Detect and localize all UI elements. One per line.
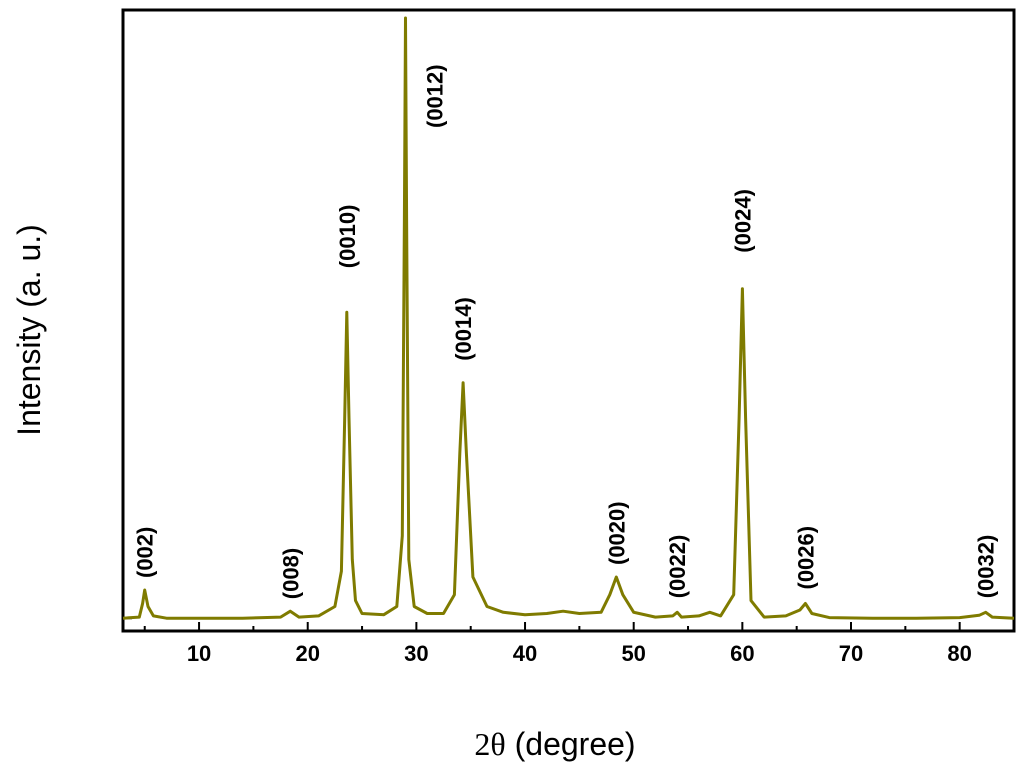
x-tick-label: 20 bbox=[295, 641, 319, 666]
peak-label: (0014) bbox=[451, 297, 476, 361]
x-tick-label: 60 bbox=[730, 641, 754, 666]
x-axis-title-unit: (degree) bbox=[506, 726, 636, 762]
peak-label: (008) bbox=[278, 548, 303, 599]
x-tick-label: 50 bbox=[621, 641, 645, 666]
peak-label: (0024) bbox=[730, 189, 755, 253]
x-tick-label: 70 bbox=[839, 641, 863, 666]
peak-label: (0022) bbox=[665, 535, 690, 599]
peak-labels: (002) (008) (0010) (0012) (0014) (0020) (0022)… bbox=[133, 64, 999, 599]
x-tick-label: 10 bbox=[187, 641, 211, 666]
x-tick-label: 30 bbox=[404, 641, 428, 666]
y-axis-title: Intensity (a. u.) bbox=[11, 224, 47, 436]
peak-label: (0032) bbox=[974, 535, 999, 599]
peak-label: (002) bbox=[133, 527, 158, 578]
peak-label: (0020) bbox=[604, 501, 629, 565]
x-axis-title: 2θ (degree) bbox=[474, 726, 635, 762]
x-tick-label: 40 bbox=[513, 641, 537, 666]
x-tick-label: 80 bbox=[947, 641, 971, 666]
peak-label: (0026) bbox=[793, 526, 818, 590]
peak-label: (0010) bbox=[335, 205, 360, 269]
series-line bbox=[122, 16, 1015, 620]
x-axis-ticks: 10 20 30 40 50 60 70 80 bbox=[143, 622, 1015, 666]
peak-label: (0012) bbox=[423, 64, 448, 128]
plot-frame bbox=[121, 8, 1016, 633]
x-axis-title-symbol: 2θ bbox=[474, 726, 505, 762]
